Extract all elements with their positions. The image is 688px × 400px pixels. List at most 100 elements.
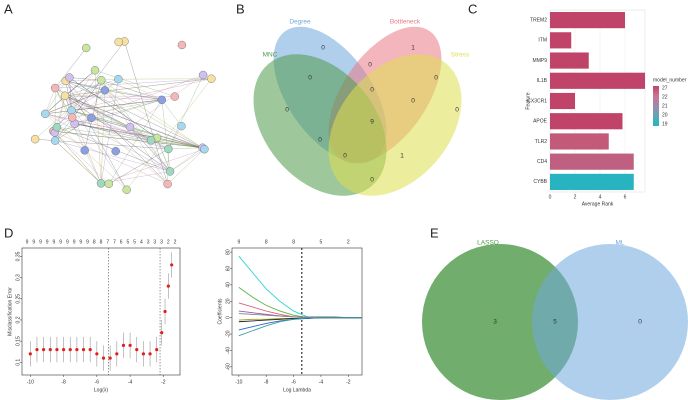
point [75, 348, 79, 352]
point [135, 348, 139, 352]
bar [550, 173, 634, 190]
y-tick-label: 0.3 [15, 274, 21, 281]
network-edge [72, 117, 171, 172]
network-edge [104, 90, 203, 148]
bar [550, 32, 572, 49]
network-edge [101, 80, 171, 172]
top-tick-label: 3 [153, 239, 156, 245]
network-edge [100, 171, 171, 184]
top-tick-label: 9 [46, 239, 49, 245]
top-tick-label: 9 [59, 239, 62, 245]
panel-label: A [4, 1, 13, 16]
network-edge [167, 148, 169, 185]
y-tick-label: TREM2 [530, 17, 547, 23]
network-edge [74, 74, 204, 124]
network-edge [100, 149, 205, 184]
network-edge [69, 77, 158, 139]
network-node [111, 146, 120, 156]
network-edge [71, 41, 125, 111]
x-tick-label: 4 [599, 194, 602, 200]
y-tick-label: 0.35 [15, 251, 21, 261]
top-tick-label: 8 [265, 239, 268, 245]
point [42, 348, 46, 352]
network-edge [71, 78, 212, 111]
y-tick-label: 80 [225, 249, 231, 255]
point [128, 343, 132, 347]
point [81, 348, 86, 352]
point [121, 343, 126, 347]
venn-set-label: Degree [289, 19, 311, 26]
venn-count: 5 [553, 319, 557, 326]
panel-label: D [4, 225, 13, 240]
network-node [90, 66, 100, 75]
network-node [50, 83, 60, 93]
venn-count: 3 [493, 319, 497, 326]
network-node [122, 185, 131, 194]
venn-count: 0 [411, 98, 415, 105]
venn-count: 0 [638, 319, 642, 326]
venn-count: 0 [343, 153, 347, 160]
point [88, 348, 92, 352]
venn-set [422, 244, 578, 400]
venn-count: 0 [318, 137, 322, 144]
x-tick-label: -10 [27, 379, 34, 385]
point [28, 352, 32, 356]
y-tick-label: CD4 [537, 159, 547, 165]
point [148, 352, 152, 356]
network-node [163, 179, 172, 189]
network-edge [64, 95, 131, 128]
point [163, 309, 167, 314]
top-tick-label: 3 [160, 239, 163, 245]
legend-title: model_number [653, 77, 687, 83]
point [108, 356, 112, 360]
network-edge [74, 123, 152, 141]
venn-set-label: Bottleneck [390, 19, 421, 26]
point [68, 348, 72, 352]
x-tick-label: -6 [95, 379, 100, 385]
network-node [157, 95, 167, 105]
bar [550, 113, 623, 130]
network-edge [55, 80, 102, 141]
network-edge [55, 117, 92, 141]
y-tick-label: ITM [538, 38, 547, 44]
y-axis-label: Coefficients [217, 298, 223, 325]
venn-count: 0 [434, 75, 438, 82]
network-edge [168, 125, 182, 150]
network-node [207, 74, 216, 83]
top-tick-label: 4 [140, 239, 143, 245]
network-node [96, 179, 106, 188]
bar [550, 52, 589, 69]
network-node [114, 37, 123, 47]
top-tick-label: 8 [93, 239, 96, 245]
point [141, 352, 146, 356]
network-node [198, 70, 208, 80]
point [61, 348, 66, 352]
venn-count: 1 [411, 45, 415, 52]
point [166, 284, 170, 288]
point [115, 352, 119, 356]
y-tick-label: 0 [225, 316, 231, 319]
network-node [165, 167, 175, 176]
network-edge [169, 149, 205, 172]
network-edge [45, 99, 162, 115]
plot-frame [21, 247, 181, 376]
x-tick-label: -6 [291, 379, 296, 385]
network-edge [71, 80, 102, 111]
bar [550, 92, 575, 110]
top-tick-label: 2 [174, 239, 177, 245]
legend-tick-label: 22 [662, 94, 668, 100]
bar [550, 153, 634, 170]
x-tick-label: -8 [264, 379, 269, 385]
network-edge [94, 70, 102, 184]
y-tick-label: 0.25 [15, 294, 21, 304]
network-edge [45, 95, 66, 114]
series-line [238, 302, 362, 319]
top-tick-label: 7 [106, 239, 109, 245]
network-node [200, 145, 209, 154]
top-tick-label: 9 [32, 239, 35, 245]
network-node [114, 74, 123, 84]
y-tick-label: -20 [225, 330, 231, 337]
top-tick-label: 7 [113, 239, 116, 245]
network-node [146, 136, 156, 145]
network-edge [45, 113, 169, 150]
